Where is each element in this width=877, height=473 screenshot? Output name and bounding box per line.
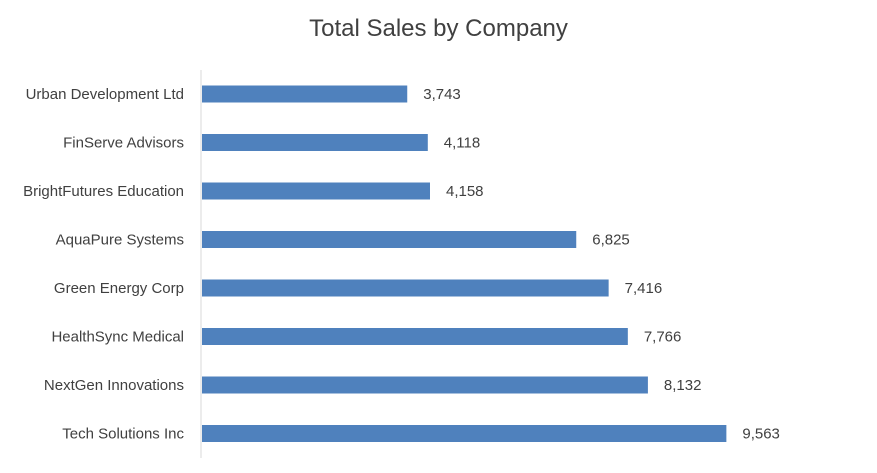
bar (202, 376, 648, 394)
category-label: NextGen Innovations (44, 377, 184, 394)
bar (202, 134, 428, 151)
category-label: Green Energy Corp (54, 280, 184, 297)
bar (202, 231, 577, 248)
category-label: FinServe Advisors (63, 135, 184, 152)
data-label: 9,563 (742, 426, 780, 443)
category-label: AquaPure Systems (56, 232, 184, 249)
data-label: 7,416 (625, 280, 663, 297)
chart-title: Total Sales by Company (309, 15, 568, 42)
bar (202, 182, 430, 200)
bar (202, 425, 727, 442)
category-label: Tech Solutions Inc (62, 426, 184, 443)
data-label: 7,766 (644, 329, 682, 346)
data-label: 8,132 (664, 377, 702, 394)
data-label: 6,825 (592, 232, 630, 249)
category-label: HealthSync Medical (51, 329, 184, 346)
category-label: BrightFutures Education (23, 183, 184, 200)
bar (202, 279, 609, 297)
data-label: 4,158 (446, 183, 484, 200)
data-label: 4,118 (444, 135, 480, 152)
bar (202, 328, 628, 345)
data-label: 3,743 (423, 86, 461, 103)
bar (202, 85, 408, 103)
category-label: Urban Development Ltd (26, 86, 184, 103)
